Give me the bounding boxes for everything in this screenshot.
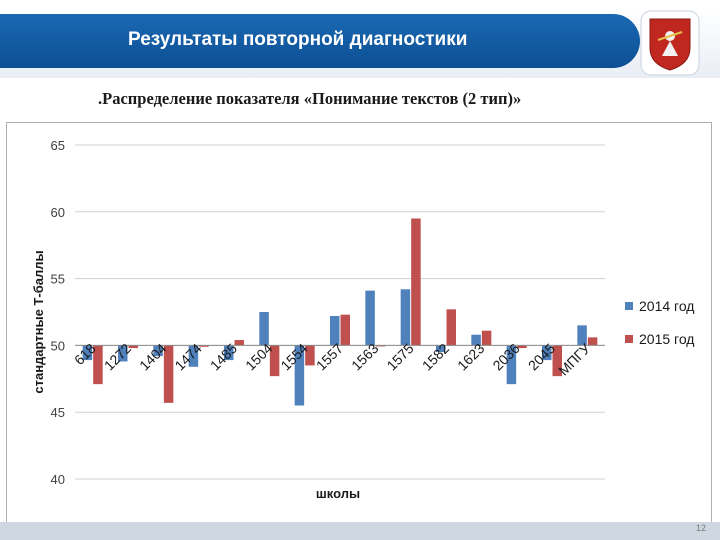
slide-header: Результаты повторной диагностики	[0, 0, 720, 78]
moscow-coat-of-arms-icon	[640, 10, 700, 76]
x-axis-title: школы	[316, 486, 360, 501]
bar-2014-МПГУ	[577, 325, 587, 346]
legend-swatch-2014	[625, 302, 633, 310]
bar-2014-1404	[153, 345, 163, 357]
bar-2014-1582	[436, 345, 446, 353]
chart-subtitle: .Распределение показателя «Понимание тек…	[98, 89, 522, 108]
bar-2014-2045	[542, 345, 552, 361]
bar-2014-1623	[471, 334, 481, 346]
bar-2014-1575	[400, 289, 411, 346]
page-number: 12	[695, 523, 706, 533]
bar-2014-1563	[365, 290, 375, 346]
bar-2015-2036	[517, 345, 527, 349]
bar-2014-1272	[118, 345, 128, 362]
legend-swatch-2015	[625, 335, 633, 343]
bar-2014-1554	[294, 345, 305, 406]
slide-title: Результаты повторной диагностики	[128, 29, 468, 50]
title-bar	[0, 14, 640, 68]
bar-2014-618	[82, 345, 93, 361]
bar-2015-1404	[163, 345, 174, 403]
bar-2014-1474	[188, 345, 199, 367]
bar-2015-1504	[269, 345, 280, 377]
bar-2014-2036	[506, 345, 517, 385]
y-tick-label: 65	[51, 138, 65, 153]
bar-2015-МПГУ	[587, 337, 598, 346]
bar-2014-1504	[259, 312, 269, 346]
y-tick-label: 55	[51, 272, 65, 287]
legend-label-2015: 2015 год	[639, 331, 694, 347]
legend-label-2014: 2014 год	[639, 298, 694, 314]
bar-2015-1485	[234, 340, 244, 346]
footer-bar	[0, 522, 720, 540]
bar-2015-1582	[446, 309, 456, 346]
bar-2015-1272	[128, 345, 138, 349]
chart-frame: 40 45 50 55 60 65 стандартные Т-баллы школы 618 1…	[6, 122, 712, 524]
y-axis-title: стандартные Т-баллы	[31, 250, 46, 393]
bar-2015-618	[93, 345, 103, 385]
y-tick-label: 50	[51, 338, 65, 353]
bar-2015-1575	[411, 218, 421, 346]
y-tick-label: 40	[51, 472, 65, 487]
bar-2014-1485	[224, 345, 234, 361]
y-tick-label: 45	[51, 405, 65, 420]
y-tick-label: 60	[51, 205, 65, 220]
bar-2015-1557	[340, 314, 350, 346]
bar-2015-1554	[305, 345, 315, 366]
bar-2015-1623	[481, 330, 492, 346]
bar-2015-1474	[199, 345, 209, 347]
bar-2015-2045	[552, 345, 562, 377]
bar-2014-1557	[330, 316, 340, 346]
